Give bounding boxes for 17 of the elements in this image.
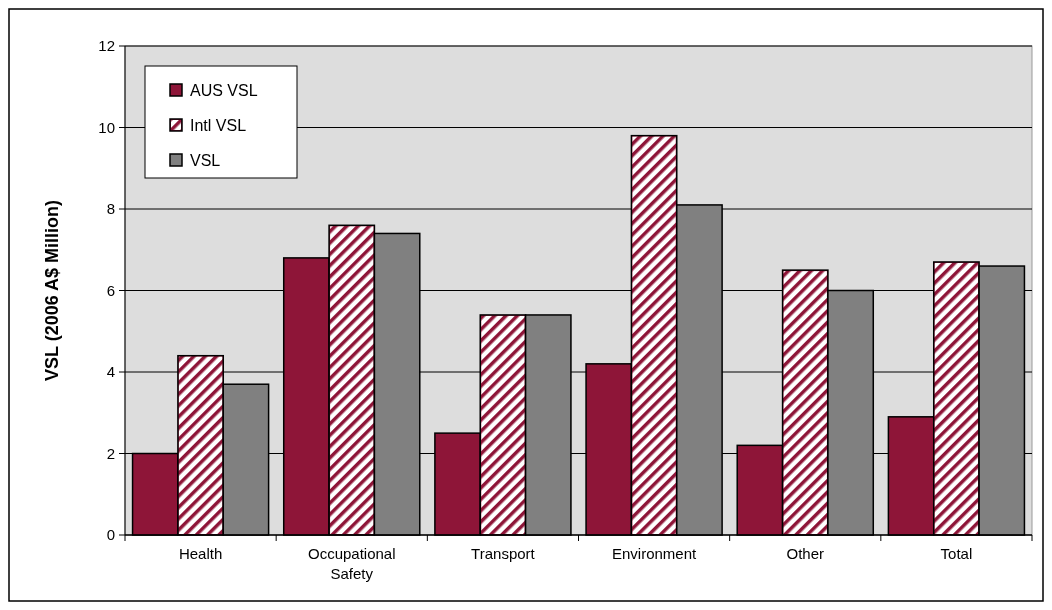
y-tick-label: 0 — [106, 526, 115, 544]
x-tick-label: Occupational Safety — [307, 545, 396, 582]
x-tick-label: Environment — [611, 545, 698, 562]
x-tick-label: Transport — [471, 545, 536, 562]
y-tick-label: 4 — [106, 363, 115, 381]
y-tick-label: 12 — [98, 37, 115, 55]
x-tick-label: Total — [940, 545, 973, 562]
legend-label: VSL — [190, 151, 221, 169]
x-tick-label: Health — [178, 545, 223, 562]
y-tick-label: 8 — [106, 200, 115, 218]
y-tick-label: 6 — [106, 281, 115, 299]
x-tick-label: Other — [786, 545, 825, 562]
y-axis-title: VSL (2006 A$ Million) — [42, 199, 62, 382]
y-tick-label: 10 — [98, 118, 115, 136]
y-tick-label: 2 — [106, 444, 115, 462]
legend-label: Intl VSL — [190, 116, 247, 134]
legend-label: AUS VSL — [190, 81, 258, 99]
